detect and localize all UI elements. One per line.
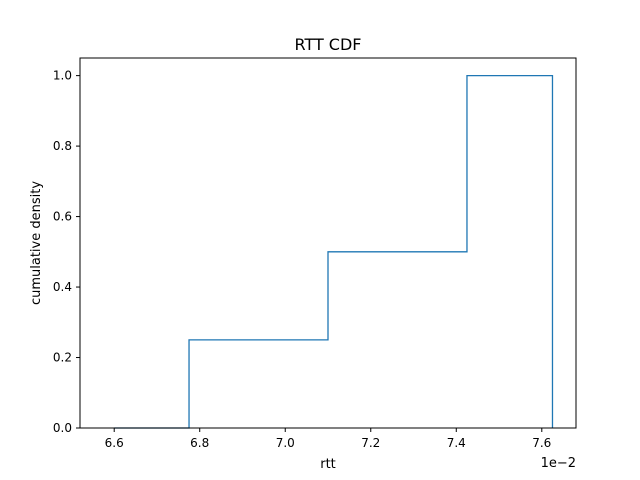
x-tick-label: 6.8 [190, 436, 209, 450]
x-axis-label: rtt [320, 457, 336, 472]
chart-title: RTT CDF [295, 35, 362, 54]
plot-area [114, 74, 554, 429]
x-axis-offset-label: 1e−2 [541, 456, 576, 471]
axes-frame [79, 57, 577, 429]
x-axis: 6.6 6.8 7.0 7.2 7.4 7.6 [105, 428, 551, 450]
x-tick-label: 7.0 [276, 436, 295, 450]
y-tick-label: 0.8 [53, 139, 72, 153]
y-tick-label: 0.4 [53, 280, 72, 294]
y-tick-label: 1.0 [53, 69, 72, 83]
y-axis: 0.0 0.2 0.4 0.6 0.8 1.0 [53, 69, 80, 435]
y-tick-label: 0.2 [53, 351, 72, 365]
y-tick-label: 0.0 [53, 421, 72, 435]
x-tick-label: 7.6 [532, 436, 551, 450]
y-tick-label: 0.6 [53, 210, 72, 224]
cdf-step-line-0 [114, 74, 554, 429]
y-axis-label: cumulative density [29, 181, 44, 305]
x-tick-label: 6.6 [105, 436, 124, 450]
x-tick-label: 7.2 [361, 436, 380, 450]
x-tick-label: 7.4 [447, 436, 466, 450]
